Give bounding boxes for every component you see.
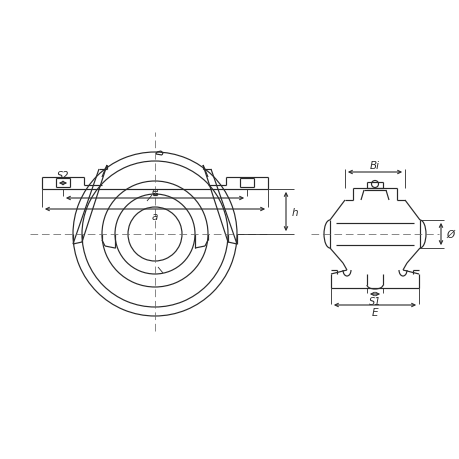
Text: Bi: Bi [369, 161, 379, 171]
Text: Ø: Ø [445, 230, 453, 240]
Text: a: a [151, 212, 158, 222]
Text: h: h [291, 207, 298, 217]
Text: S1: S1 [368, 297, 381, 306]
Text: S2: S2 [56, 171, 69, 180]
Text: E: E [371, 308, 377, 317]
Text: e: e [151, 187, 158, 196]
